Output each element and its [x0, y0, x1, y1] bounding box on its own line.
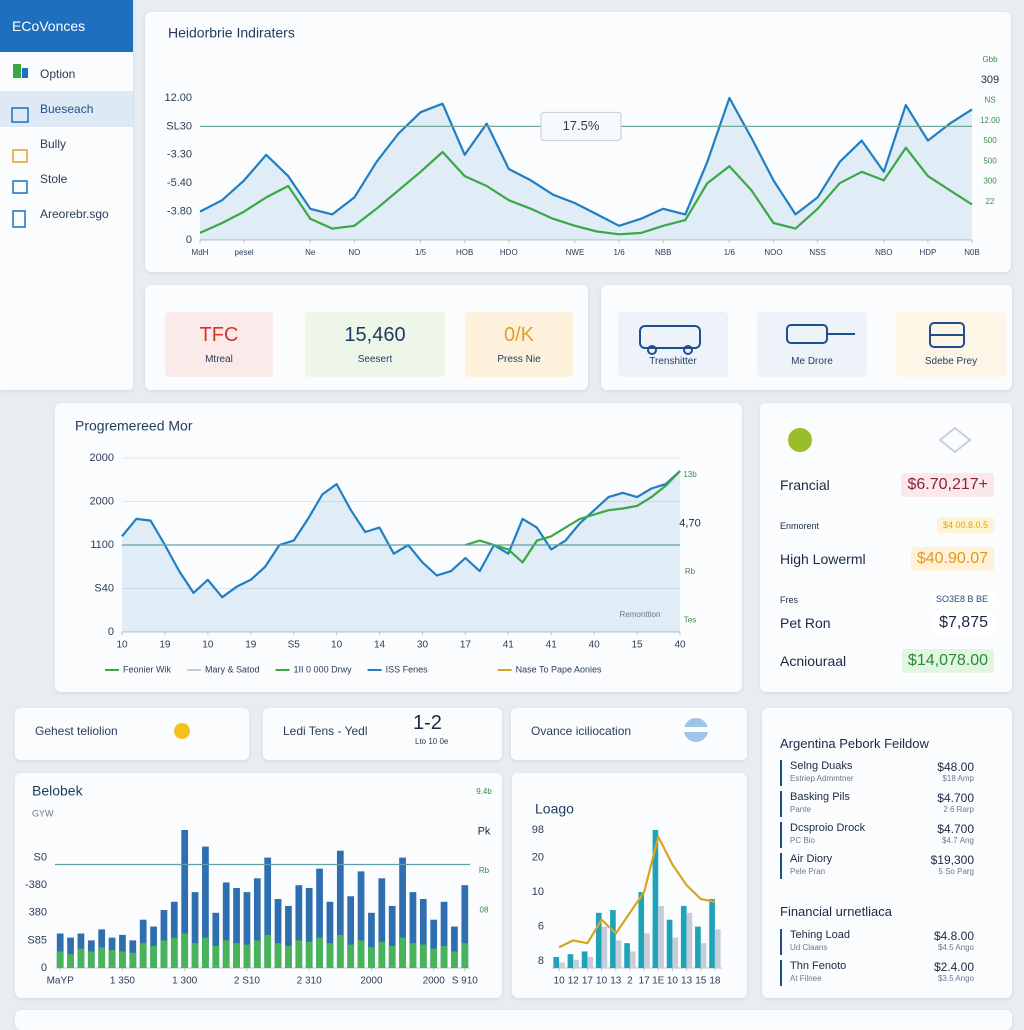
kpi-value: 15,460	[344, 324, 406, 346]
kpi-card: 15,460 Seesert	[305, 312, 445, 377]
list-bar	[780, 929, 782, 955]
fin-label: Enmorent	[780, 521, 820, 531]
sidebar: ECoVonces Option Bueseach Bully Stole Areore…	[0, 0, 133, 390]
fin-value: $14,078.00	[901, 649, 994, 673]
list-name: Basking Pils	[790, 791, 850, 803]
list-sub-value: 2 6 Rarp	[943, 805, 974, 814]
info-card: Ovance iciliocation	[511, 708, 747, 760]
fin-label: Acniouraal	[780, 653, 847, 669]
list-sub-value: $4.5 Ango	[937, 943, 974, 952]
menu-item[interactable]: Stole	[40, 172, 68, 186]
list-name: Tehing Load	[790, 929, 850, 941]
kpi-label: Press Nie	[497, 354, 541, 365]
list-sub: Pante	[790, 805, 811, 814]
menu-item[interactable]: Bully	[40, 137, 67, 151]
list-name: Selng Duaks	[790, 760, 853, 772]
fin-label: High Lowerml	[780, 551, 866, 567]
icon-card: Trenshitter	[618, 312, 728, 377]
fin-value: $4 00.8.0.5	[936, 517, 994, 533]
card-sub: Lto 10 0e	[415, 737, 449, 746]
top-chart-panel	[145, 12, 1011, 272]
list-sub-value: $18 Amp	[942, 774, 974, 783]
list-name: Dcsproio Drock	[790, 822, 866, 834]
kpi-label: Seesert	[357, 354, 393, 365]
list-bar	[780, 791, 782, 817]
kpi-value: 0/K	[503, 324, 535, 346]
combo-chart-panel	[512, 773, 747, 998]
kpi-label: Mtreal	[205, 354, 233, 365]
list-bar	[780, 853, 782, 879]
card-title: Ovance iciliocation	[531, 724, 632, 738]
fin-value: $40.90.07	[910, 547, 994, 571]
icon-card-label: Sdebe Prey	[924, 356, 978, 367]
list-value: $4.700	[937, 791, 974, 805]
list-name: Air Diory	[790, 853, 833, 865]
list-name: Thn Fenoto	[790, 960, 847, 972]
list-sub-value: $4.7 Ang	[941, 836, 974, 845]
icon-card-label: Trenshitter	[649, 356, 697, 367]
list-sub: Estriep Admmtner	[790, 774, 854, 783]
menu-item[interactable]: Bueseach	[0, 91, 133, 127]
fin-value: SO3E8 B BE	[929, 591, 994, 607]
icon-card-label: Me Drore	[791, 356, 833, 367]
bar-chart-panel	[15, 773, 502, 998]
list-sub: At Filnee	[790, 974, 822, 983]
list-title: Financial urnetliaca	[780, 904, 893, 919]
list-sub-value: 5 So Parg	[938, 867, 974, 876]
info-card: Gehest teliolion	[15, 708, 249, 760]
fin-label: Francial	[780, 477, 830, 493]
list-value: $4.8.00	[933, 929, 974, 943]
fin-value: $7,875	[933, 611, 994, 635]
list-bar	[780, 760, 782, 786]
kpi-value: TFC	[199, 324, 239, 346]
list-sub: PC Bio	[790, 836, 815, 845]
fin-label: Pet Ron	[780, 615, 831, 631]
fin-label: Fres	[780, 595, 798, 605]
financial-panel: Francial $6.70,217+ Enmorent $4 00.8.0.5 Hig…	[760, 403, 1012, 692]
list-sub: Ud Claans	[790, 943, 828, 952]
sidebar-header: ECoVonces	[0, 0, 133, 52]
kpi-panel: TFC Mtreal 15,460 Seesert 0/K Press Nie	[145, 285, 588, 390]
card-title: Gehest teliolion	[35, 724, 118, 738]
footer-strip	[15, 1010, 1012, 1030]
icon-card: Me Drore	[757, 312, 867, 377]
list-value: $48.00	[937, 760, 974, 774]
kpi-card: 0/K Press Nie	[465, 312, 573, 377]
mid-chart-panel	[55, 403, 742, 692]
list-value: $4.700	[937, 822, 974, 836]
kpi-card: TFC Mtreal	[165, 312, 273, 377]
list-panel: Argentina Pebork Feildow Selng Duaks Estri…	[762, 708, 1012, 998]
info-card: Ledi Tens - Yedl 1-2 Lto 10 0e	[263, 708, 502, 760]
menu-item[interactable]: Areorebr.sgo	[40, 207, 109, 221]
card-title: Ledi Tens - Yedl	[283, 724, 368, 738]
card-value: 1-2	[413, 712, 442, 734]
fin-value: $6.70,217+	[901, 473, 994, 497]
list-value: $2.4.00	[933, 960, 974, 974]
icon-panel: Trenshitter Me Drore Sdebe Prey	[601, 285, 1012, 390]
list-bar	[780, 960, 782, 986]
icon-card: Sdebe Prey	[896, 312, 1006, 377]
list-title: Argentina Pebork Feildow	[780, 736, 929, 751]
list-sub: Pele Pran	[790, 867, 826, 876]
list-sub-value: $3.5 Ango	[937, 974, 974, 983]
list-bar	[780, 822, 782, 848]
list-value: $19,300	[930, 853, 974, 867]
menu-item[interactable]: Option	[40, 67, 76, 81]
